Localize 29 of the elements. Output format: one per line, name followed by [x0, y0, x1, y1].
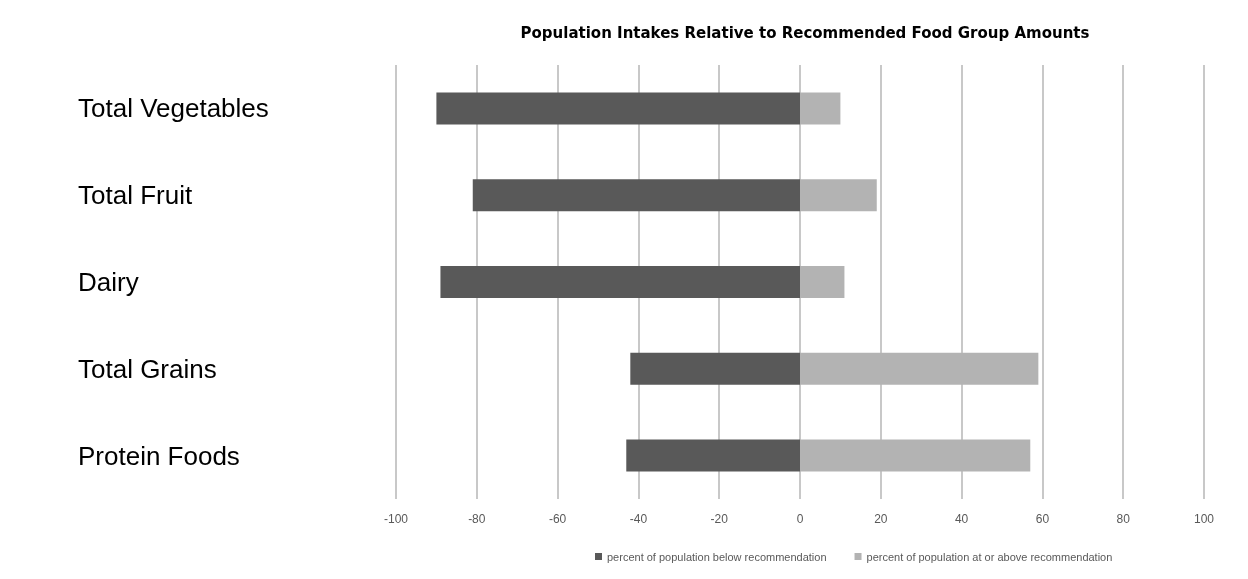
- bar: [630, 352, 800, 385]
- y-tick-label: Dairy: [78, 267, 139, 297]
- x-tick-label: 60: [1035, 512, 1050, 526]
- x-tick-label: -20: [710, 512, 729, 526]
- x-tick-label: -80: [468, 512, 486, 526]
- bar: [440, 266, 800, 298]
- legend-label: percent of population below recommendation: [607, 550, 827, 563]
- x-tick-label: -100: [383, 512, 409, 526]
- x-tick-label: -40: [629, 512, 648, 526]
- bar: [800, 92, 841, 125]
- bar: [800, 439, 1031, 472]
- x-tick-label: 40: [954, 512, 969, 526]
- bar: [800, 179, 877, 212]
- bar: [472, 179, 800, 212]
- y-tick-label: Total Vegetables: [78, 93, 269, 124]
- x-tick-label: 100: [1193, 512, 1215, 526]
- y-tick-label: Total Fruit: [78, 180, 193, 211]
- x-tick-label: 0: [796, 512, 804, 526]
- bar: [436, 92, 800, 125]
- x-tick-label: 20: [874, 512, 888, 526]
- chart-title: Population Intakes Relative to Recommended Food Group Amounts: [520, 23, 1090, 42]
- bar: [800, 266, 845, 298]
- x-tick-label: 80: [1116, 512, 1131, 526]
- x-tick-label: -60: [548, 512, 567, 526]
- y-tick-label: Total Grains: [78, 353, 217, 384]
- y-tick-label: Protein Foods: [78, 440, 240, 471]
- bar: [800, 352, 1039, 385]
- bar: [626, 439, 800, 472]
- legend-label: percent of population at or above recommendation: [866, 550, 1113, 563]
